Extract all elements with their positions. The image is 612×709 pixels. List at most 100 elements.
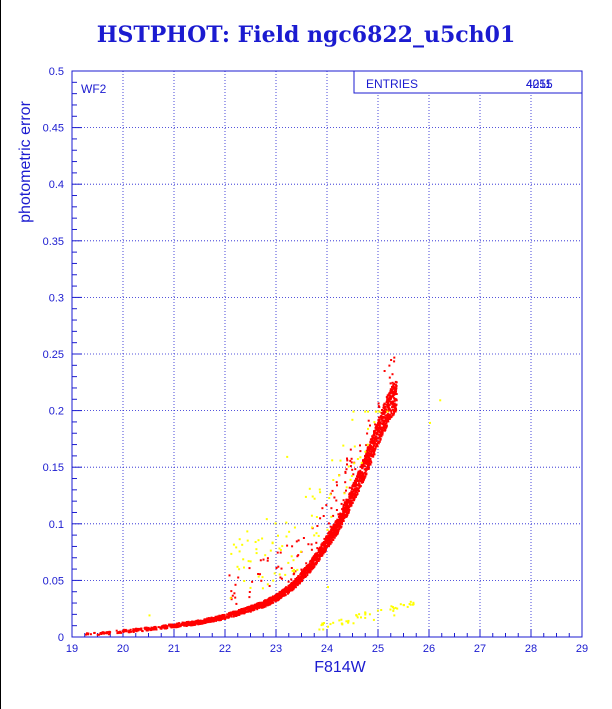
data-point-red [266,557,269,560]
data-point-red [375,432,378,435]
data-point-red [362,464,365,467]
data-point-red [347,510,350,513]
data-point-red [384,414,387,417]
data-point-red [326,545,328,547]
data-point-yellow [353,445,356,448]
data-point-yellow [148,614,151,617]
data-point-red [236,611,239,614]
data-point-red [147,626,150,629]
data-point-red [331,535,334,537]
data-point-red [276,551,279,554]
data-point-red [302,570,305,573]
data-point-red [373,442,376,444]
data-point-red [325,540,328,543]
data-point-red [326,537,329,540]
data-point-red [343,510,346,513]
x-tick-label: 20 [117,643,129,655]
data-point-red [310,566,313,569]
data-point-red [328,541,331,544]
data-point-red [320,552,323,555]
data-point-red [383,370,386,372]
data-point-red [352,482,355,485]
data-point-red [271,599,274,602]
data-point-red [195,619,198,622]
data-point-red [275,567,278,569]
data-point-red [386,415,389,417]
data-point-red [207,618,210,620]
data-point-red [383,409,385,412]
data-point-yellow [284,573,287,576]
data-point-red [365,461,368,463]
y-tick-label: 0.2 [49,406,64,418]
data-point-red [132,630,135,633]
data-point-red [329,535,332,538]
data-point-red [367,467,370,470]
data-point-red [359,476,362,478]
data-point-red [369,447,372,450]
data-point-red [390,359,393,361]
data-point-red [360,474,363,477]
data-point-red [276,595,279,598]
data-point-red [137,629,140,632]
data-point-red [293,572,296,575]
data-point-red [166,625,169,628]
data-point-yellow [229,597,232,600]
data-point-red [335,533,338,536]
data-point-red [295,540,298,543]
data-point-red [159,626,162,629]
data-point-red [369,441,372,444]
y-tick-label: 0.35 [43,236,64,248]
data-point-yellow [249,586,252,589]
data-point-red [323,547,326,550]
data-point-red [231,594,234,597]
data-point-yellow [338,619,341,622]
data-point-red [390,391,393,394]
data-point-yellow [352,410,355,413]
data-point-red [294,583,297,586]
data-point-red [350,457,353,460]
data-point-red [333,496,336,499]
data-point-red [277,565,280,568]
data-point-red [232,613,235,616]
data-point-red [322,544,325,546]
data-point-red [367,452,370,455]
data-point-red [393,360,396,363]
data-point-yellow [360,616,362,619]
data-point-red [290,567,293,569]
data-point-red [166,627,169,629]
y-tick-labels: 0 0.05 0.1 0.15 0.2 0.25 0.3 0.35 0.4 0.45 0.5 [43,66,64,644]
data-point-red [237,576,240,579]
data-point-yellow [243,566,245,569]
data-point-red [357,472,360,474]
data-point-red [387,402,389,405]
data-point-yellow [347,465,350,468]
data-point-red [375,428,378,431]
data-point-yellow [411,603,414,606]
data-point-red [328,538,331,541]
data-point-red [219,616,222,618]
data-point-red [290,578,293,581]
data-point-red [387,401,390,404]
data-point-yellow [254,541,257,543]
data-point-red [127,631,130,634]
data-point-red [321,542,324,545]
data-point-red [387,394,390,397]
data-point-yellow [373,421,376,424]
data-point-red [388,417,391,420]
data-point-red [348,501,351,504]
data-point-red [235,612,238,615]
data-point-yellow [265,518,268,521]
data-point-red [210,617,213,620]
data-point-red [357,484,360,487]
data-point-red [309,560,312,563]
data-point-red [366,458,369,461]
data-point-yellow [285,521,288,524]
data-point-red [324,539,327,542]
data-point-red [321,547,324,550]
data-point-red [391,373,394,376]
data-point-red [388,376,391,379]
data-point-red [310,563,313,566]
data-point-red [395,385,398,387]
data-point-red [390,401,393,404]
